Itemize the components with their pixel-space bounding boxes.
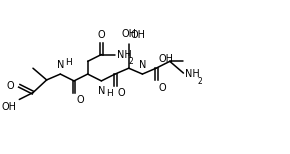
- Text: NH: NH: [185, 69, 200, 79]
- Text: H: H: [106, 89, 113, 98]
- Text: NH: NH: [117, 50, 132, 60]
- Text: O: O: [158, 83, 166, 93]
- Text: 2: 2: [197, 77, 202, 86]
- Text: N: N: [139, 60, 146, 70]
- Text: O: O: [77, 95, 85, 105]
- Text: H: H: [65, 58, 72, 67]
- Text: 2: 2: [129, 57, 133, 67]
- Text: N: N: [57, 60, 64, 70]
- Text: N: N: [98, 86, 105, 96]
- Text: OH: OH: [158, 54, 173, 64]
- Text: OH: OH: [1, 102, 16, 112]
- Text: O: O: [118, 88, 126, 98]
- Text: OH: OH: [121, 29, 136, 39]
- Text: O: O: [97, 30, 105, 40]
- Text: OH: OH: [131, 30, 146, 40]
- Text: O: O: [7, 81, 14, 91]
